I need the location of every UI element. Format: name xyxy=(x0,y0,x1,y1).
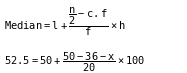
Text: $\mathtt{52.5 = 50 + \dfrac{50 - 36 - x}{20} \times 100}$: $\mathtt{52.5 = 50 + \dfrac{50 - 36 - x}… xyxy=(4,50,145,73)
Text: $\mathtt{Median = l + \dfrac{\dfrac{n}{2} - c.f}{f} \times h}$: $\mathtt{Median = l + \dfrac{\dfrac{n}{2… xyxy=(4,6,126,38)
